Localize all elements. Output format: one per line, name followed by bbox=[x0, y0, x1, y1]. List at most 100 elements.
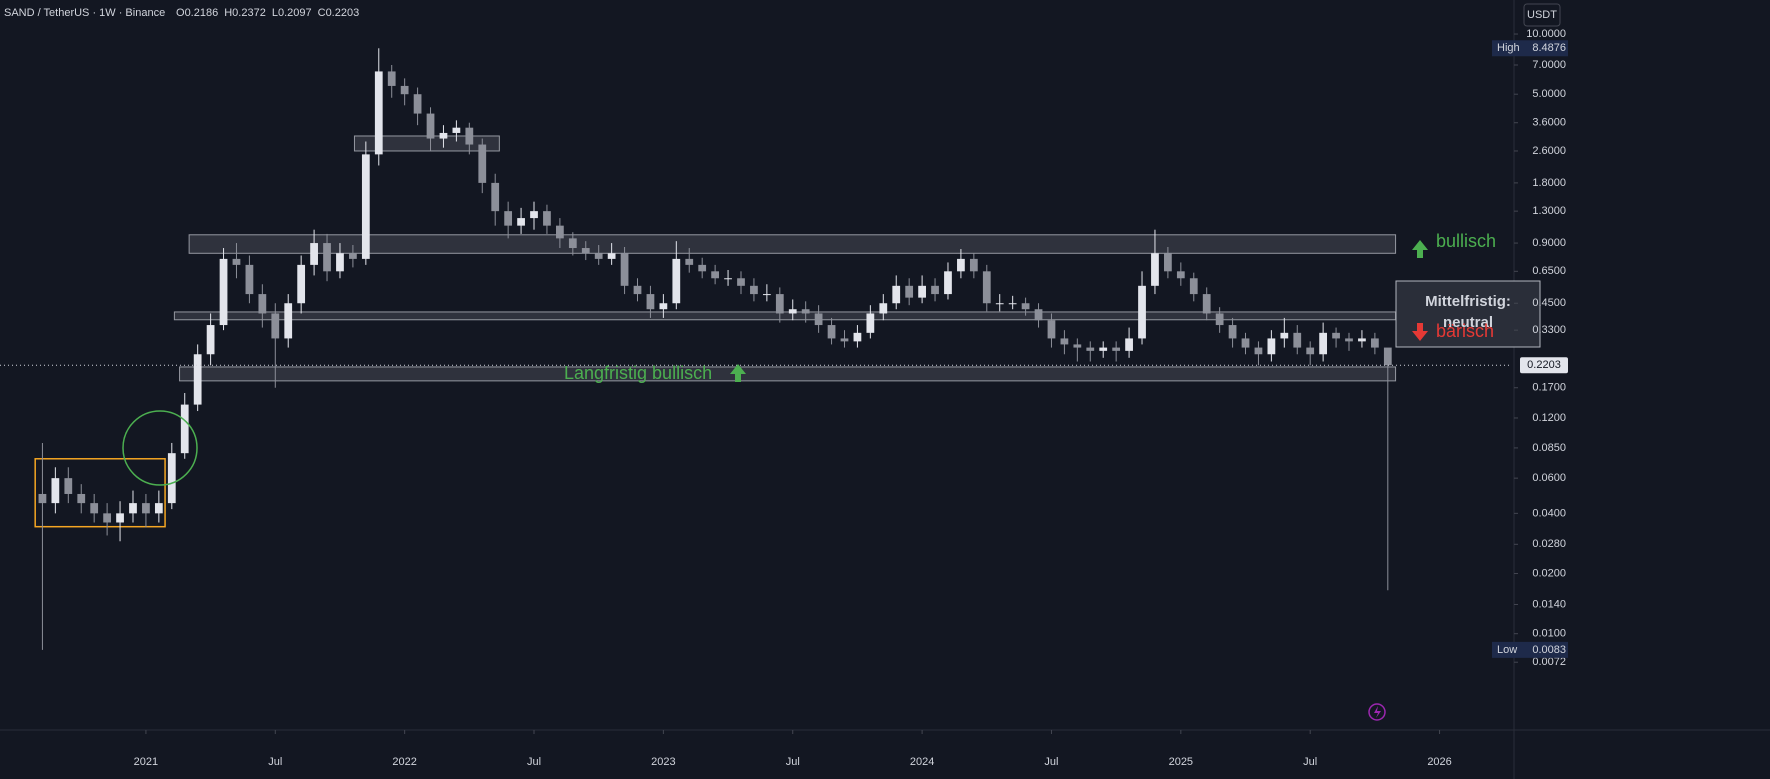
candle-body bbox=[1125, 338, 1133, 351]
candle-body bbox=[129, 503, 137, 514]
ohlc-label: O bbox=[176, 7, 185, 19]
highlight-circle bbox=[122, 410, 198, 486]
candle-body bbox=[879, 303, 888, 314]
candle-body bbox=[180, 404, 189, 454]
candle-body bbox=[1241, 338, 1250, 348]
candle-body bbox=[931, 285, 939, 295]
zone bbox=[179, 366, 1397, 382]
candle-body bbox=[788, 309, 797, 314]
candle-body bbox=[775, 294, 784, 314]
currency: USDT bbox=[1527, 9, 1557, 21]
candle-body bbox=[620, 253, 629, 286]
x-tick-label: Jul bbox=[1044, 756, 1058, 768]
candle-body bbox=[1047, 320, 1056, 339]
candle-body bbox=[762, 294, 771, 296]
candle-body bbox=[1099, 347, 1108, 351]
candle-body bbox=[504, 211, 513, 226]
y-tick-label: 0.3300 bbox=[1532, 324, 1566, 336]
lightning-icon[interactable] bbox=[1368, 703, 1386, 721]
y-tick-label: 1.8000 bbox=[1532, 177, 1566, 189]
candle-body bbox=[724, 278, 732, 280]
candle-body bbox=[116, 513, 124, 523]
candle-body bbox=[568, 238, 577, 249]
ohlc-value: 0.2186 bbox=[185, 7, 219, 19]
candle-body bbox=[232, 258, 241, 265]
x-tick-label: Jul bbox=[786, 756, 800, 768]
x-tick-label: 2021 bbox=[134, 756, 158, 768]
candle-body bbox=[530, 211, 538, 219]
candle-body bbox=[1345, 338, 1353, 342]
candle-body bbox=[1228, 325, 1237, 339]
candle-body bbox=[1332, 332, 1340, 339]
candle-body bbox=[957, 258, 965, 272]
annotation-neutral: neutral bbox=[1443, 314, 1493, 331]
candle-body bbox=[1008, 303, 1017, 305]
candle-body bbox=[969, 258, 978, 272]
y-tick-label: 0.1700 bbox=[1532, 382, 1566, 394]
candle-body bbox=[1151, 253, 1159, 286]
candle-body bbox=[77, 493, 86, 504]
candle-body bbox=[1176, 271, 1185, 279]
candle-body bbox=[491, 182, 500, 212]
candle-body bbox=[1280, 332, 1289, 339]
up-arrow bbox=[730, 364, 746, 382]
y-tick-label: 0.9000 bbox=[1532, 237, 1566, 249]
ohlc-value: 0.2097 bbox=[278, 7, 312, 19]
candle-body bbox=[698, 264, 707, 272]
candle-body bbox=[323, 243, 331, 272]
candle-body bbox=[1370, 338, 1379, 348]
candle-body bbox=[154, 503, 163, 514]
x-tick-label: Jul bbox=[268, 756, 282, 768]
low-tag-label: Low bbox=[1497, 644, 1517, 656]
candle-body bbox=[646, 294, 655, 310]
candle-body bbox=[1021, 303, 1030, 310]
last-price-label: 0.2203 bbox=[1527, 359, 1561, 371]
candle-body bbox=[581, 248, 590, 254]
candle-body bbox=[219, 258, 228, 326]
y-tick-label: 0.6500 bbox=[1532, 265, 1566, 277]
candle-body bbox=[387, 71, 396, 86]
candle-body bbox=[206, 325, 215, 355]
y-tick-label: 2.6000 bbox=[1532, 145, 1566, 157]
candle-body bbox=[750, 285, 758, 295]
candle-body bbox=[167, 453, 176, 504]
candle-body bbox=[1034, 309, 1043, 321]
x-tick-label: 2026 bbox=[1427, 756, 1451, 768]
candle-body bbox=[478, 144, 487, 183]
candle-body bbox=[1086, 347, 1095, 351]
candle-body bbox=[1164, 253, 1172, 272]
candle-body bbox=[543, 211, 551, 226]
candle-body bbox=[413, 94, 422, 114]
candle-body bbox=[193, 354, 202, 405]
candle-body bbox=[1319, 332, 1328, 355]
high-tag-value: 8.4876 bbox=[1532, 42, 1566, 54]
y-tick-label: 0.0850 bbox=[1532, 442, 1566, 454]
candle-body bbox=[439, 132, 448, 139]
candle-body bbox=[827, 325, 836, 339]
candle-body bbox=[426, 113, 435, 139]
candle-body bbox=[374, 71, 383, 155]
y-tick-label: 0.1200 bbox=[1532, 412, 1566, 424]
candle-body bbox=[944, 271, 952, 295]
low-tag-box bbox=[1492, 641, 1568, 658]
candle-body bbox=[1073, 344, 1082, 348]
candle-body bbox=[361, 154, 370, 259]
annotation-bullish: bullisch bbox=[1436, 231, 1496, 251]
candle-body bbox=[51, 478, 60, 504]
candle-body bbox=[517, 218, 525, 226]
x-tick-label: 2024 bbox=[910, 756, 934, 768]
candle-body bbox=[594, 253, 603, 259]
y-tick-label: 7.0000 bbox=[1532, 59, 1566, 71]
candle-body bbox=[1215, 313, 1224, 326]
candle-body bbox=[64, 478, 73, 494]
ohlc-value: 0.2372 bbox=[232, 7, 266, 19]
candle-body bbox=[1358, 338, 1366, 342]
x-tick-label: 2022 bbox=[392, 756, 416, 768]
candle-body bbox=[659, 303, 668, 310]
annotation-long-term: Langfristig bullisch bbox=[564, 363, 712, 383]
y-tick-label: 0.4500 bbox=[1532, 297, 1566, 309]
candle-body bbox=[1254, 347, 1263, 355]
x-tick-label: 2025 bbox=[1169, 756, 1193, 768]
candle-body bbox=[905, 285, 914, 298]
candle-body bbox=[1383, 347, 1392, 366]
